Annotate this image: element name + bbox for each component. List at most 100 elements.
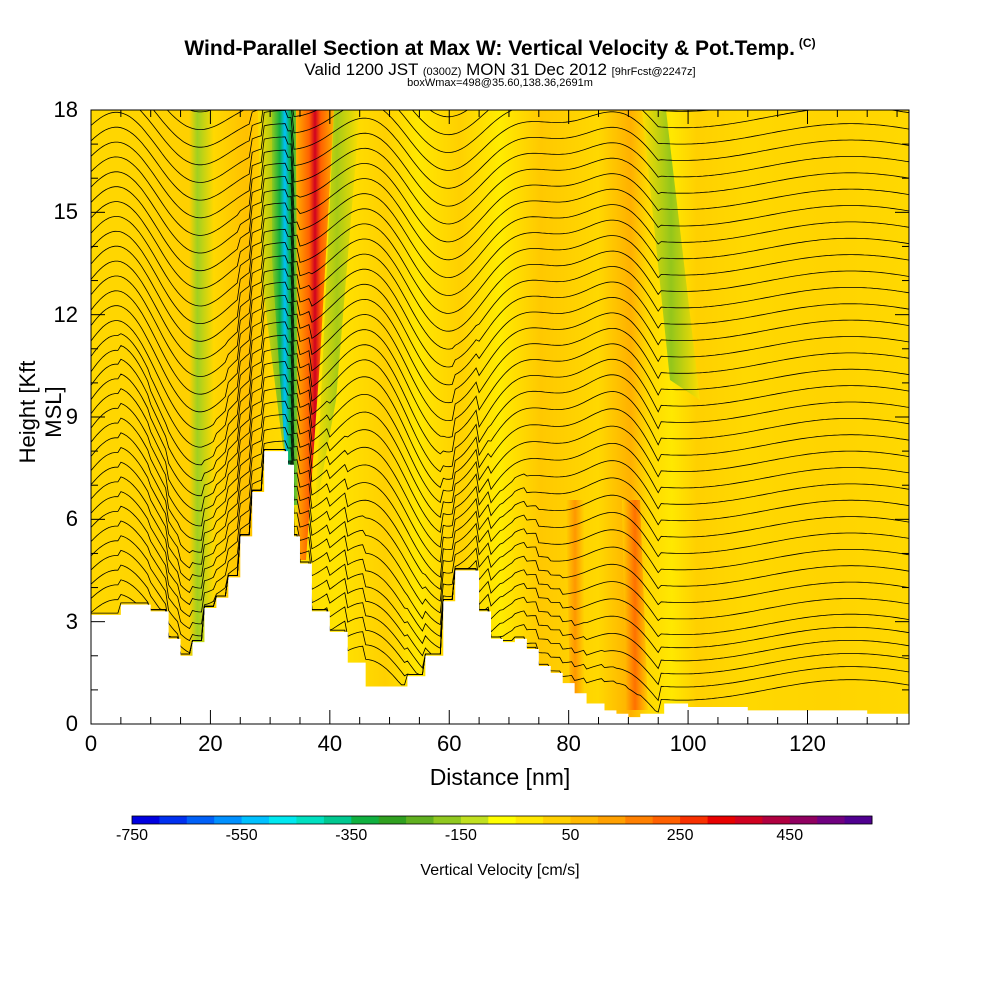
y-tick-label: 9 (65, 404, 78, 429)
colorbar-swatch (433, 816, 462, 824)
colorbar-swatch (680, 816, 708, 824)
isentrope-line (91, 334, 909, 489)
colorbar-swatch (844, 816, 873, 824)
colorbar-swatch (597, 816, 626, 824)
chart-title-unit: (C) (798, 36, 816, 50)
isentrope-line (91, 215, 909, 332)
colorbar-swatch (296, 816, 325, 824)
isentrope-line (91, 347, 909, 504)
colorbar-swatch (817, 816, 846, 824)
colorbar-swatch (570, 816, 599, 824)
isentrope-line (91, 449, 909, 626)
colorbar-swatch (186, 816, 215, 824)
isentrope-line (153, 110, 909, 153)
isentrope-line (91, 374, 909, 533)
chart-subtitle: Valid 1200 JST (0300Z) MON 31 Dec 2012 [… (0, 60, 1000, 80)
chart-title-text: Wind-Parallel Section at Max W: Vertical… (184, 37, 795, 60)
colorbar-tick-label: -150 (444, 827, 477, 844)
colorbar-tick-label: 250 (666, 827, 694, 844)
isentrope-line (91, 413, 909, 578)
isentrope-line (91, 440, 909, 602)
isentrope-line (91, 110, 909, 189)
colorbar-swatch (132, 816, 160, 824)
colorbar-swatch (762, 816, 791, 824)
isentrope-line (91, 268, 909, 404)
colorbar-swatch (515, 816, 544, 824)
isentrope-line (91, 400, 909, 563)
isentrope-line (91, 281, 909, 422)
colorbar-swatch (351, 816, 380, 824)
y-tick-label: 18 (53, 97, 78, 122)
green-band-2 (642, 110, 700, 400)
colorbar-swatch (543, 816, 571, 824)
isentrope-line (91, 228, 909, 350)
colorbar-swatch (707, 816, 736, 824)
isentrope-line (91, 175, 909, 279)
y-tick-label: 6 (65, 506, 78, 532)
subtitle-forecast: [9hrFcst@2247z] (611, 66, 696, 78)
isentrope-line (91, 449, 909, 614)
terrain-mask (91, 451, 909, 724)
potential-temperature-contours (91, 110, 909, 713)
isentrope-line (91, 294, 909, 438)
isentrope-line (91, 189, 909, 296)
y-tick-label: 0 (65, 711, 78, 736)
colorbar-swatch (241, 816, 270, 824)
colorbar-swatch (460, 816, 489, 824)
y-tick-label: 12 (53, 301, 78, 327)
isentrope-line (91, 308, 909, 455)
colorbar-swatch (789, 816, 818, 824)
colorbar-tick-label: 50 (561, 827, 580, 844)
colorbar-swatch (269, 816, 297, 824)
colorbar (131, 815, 873, 825)
isentrope-line (91, 449, 909, 638)
colorbar-swatch (214, 816, 243, 824)
colorbar-swatch (406, 816, 434, 824)
colorbar-tick-label: -750 (115, 827, 149, 844)
colorbar-swatch (652, 816, 681, 824)
orange-band-2 (566, 500, 584, 700)
subtitle-zulu: (0300Z) (422, 66, 462, 78)
chart-subtitle-box: boxWmax=498@35.60,138.36,2691m (407, 77, 593, 89)
isentrope-line (91, 321, 909, 473)
colorbar-swatch (323, 816, 352, 824)
isentrope-line (166, 110, 714, 136)
colorbar-swatch (378, 816, 407, 824)
green-band-1 (314, 110, 360, 520)
isentrope-line (91, 162, 909, 261)
axis-ticks (90, 109, 909, 725)
x-tick-label: 20 (198, 731, 223, 756)
colorbar-frame (131, 815, 873, 825)
isentrope-line (91, 255, 909, 386)
x-tick-label: 60 (436, 731, 462, 756)
isentrope-line (91, 427, 909, 590)
isentrope-line (91, 149, 909, 243)
colorbar-swatch (159, 816, 188, 824)
isentrope-line (91, 242, 909, 368)
colorbar-swatch (488, 816, 517, 824)
isentrope-line (91, 387, 909, 548)
x-axis-label: Distance [nm] (429, 764, 571, 790)
isentrope-line (91, 123, 909, 207)
subtitle-valid: Valid 1200 JST (304, 60, 419, 79)
x-tick-label: 120 (789, 731, 826, 756)
colorbar-swatch (625, 816, 654, 824)
colorbar-label: Vertical Velocity [cm/s] (420, 862, 580, 879)
x-tick-label: 100 (669, 731, 707, 756)
updraft-core (296, 110, 334, 560)
y-tick-label: 15 (53, 199, 78, 225)
isentrope-line (91, 449, 909, 649)
chart-title: Wind-Parallel Section at Max W: Vertical… (0, 36, 1000, 61)
colorbar-tick-label: 450 (776, 827, 804, 844)
x-tick-label: 0 (84, 731, 98, 756)
colorbar-tick-label: -550 (225, 827, 258, 844)
isentrope-line (91, 110, 909, 171)
subtitle-date: MON 31 Dec 2012 (466, 60, 607, 79)
isentrope-line (91, 136, 909, 225)
x-tick-label: 80 (556, 731, 581, 756)
colorbar-tick-label: -350 (335, 827, 368, 844)
colorbar-swatch (735, 816, 763, 824)
y-axis-label: Height [Kft MSL] (15, 360, 66, 464)
